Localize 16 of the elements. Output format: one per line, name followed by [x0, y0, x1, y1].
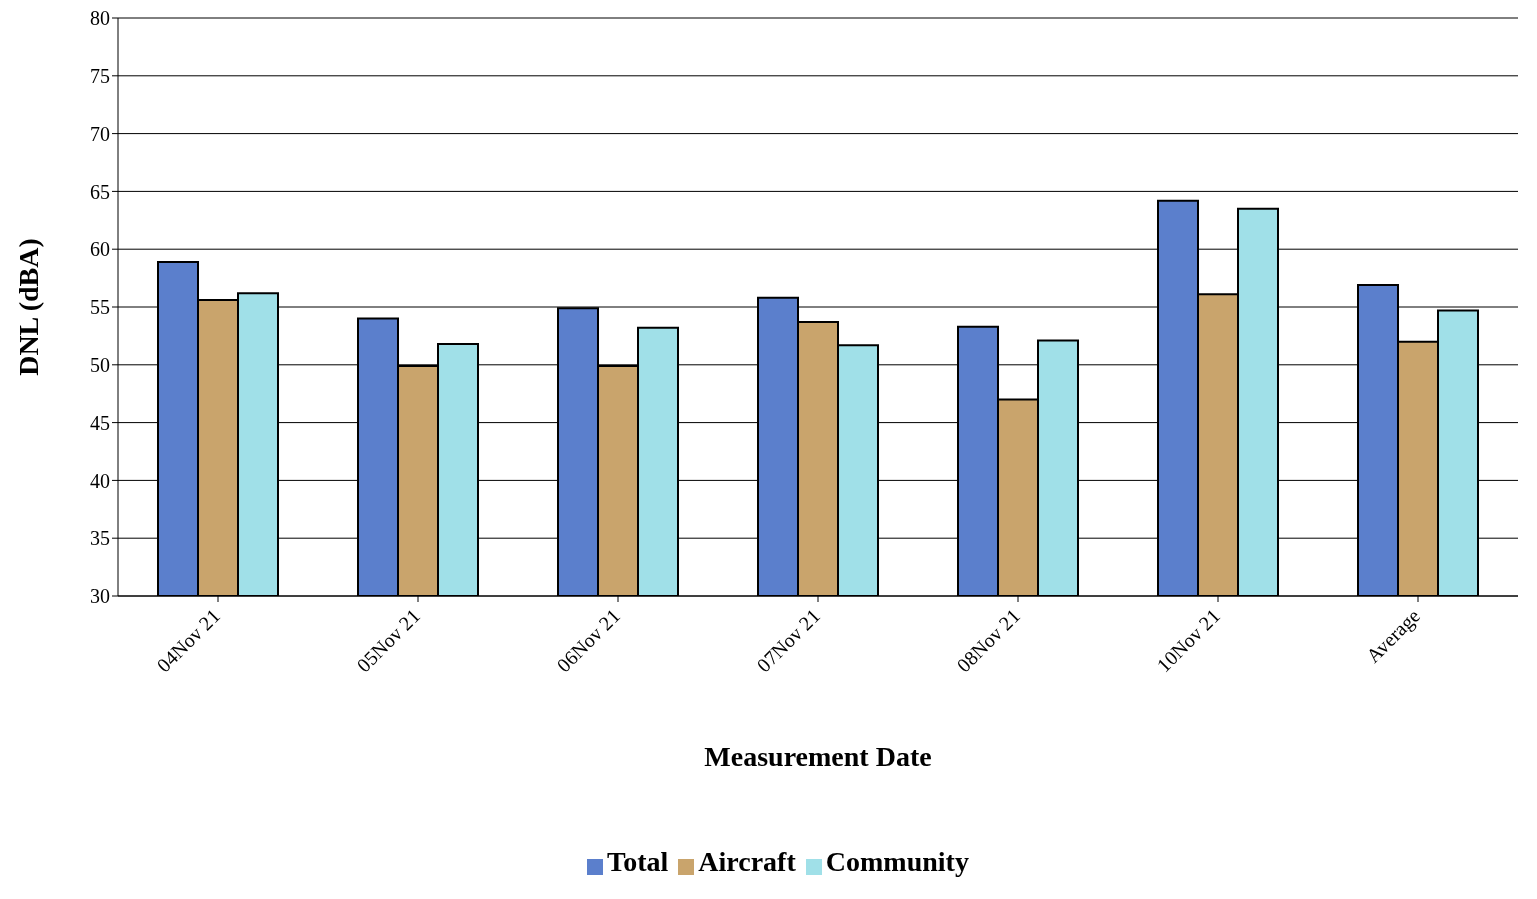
y-tick-label: 75 — [90, 64, 110, 87]
y-tick-label: 30 — [90, 585, 110, 608]
legend-label: Community — [825, 846, 969, 877]
y-axis-title: DNL (dBA) — [12, 238, 44, 376]
y-tick-label: 65 — [90, 180, 110, 203]
x-axis-title: Measurement Date — [704, 741, 932, 772]
y-tick-label: 60 — [90, 238, 110, 261]
y-tick-label: 70 — [90, 122, 110, 145]
y-tick-label: 40 — [90, 469, 110, 492]
legend-label: Total — [607, 846, 669, 877]
y-tick-label: 55 — [90, 296, 110, 319]
y-tick-label: 50 — [90, 353, 110, 376]
legend-label: Aircraft — [698, 846, 796, 877]
y-tick-label: 45 — [90, 411, 110, 434]
y-tick-label: 80 — [90, 7, 110, 30]
y-tick-label: 35 — [90, 527, 110, 550]
